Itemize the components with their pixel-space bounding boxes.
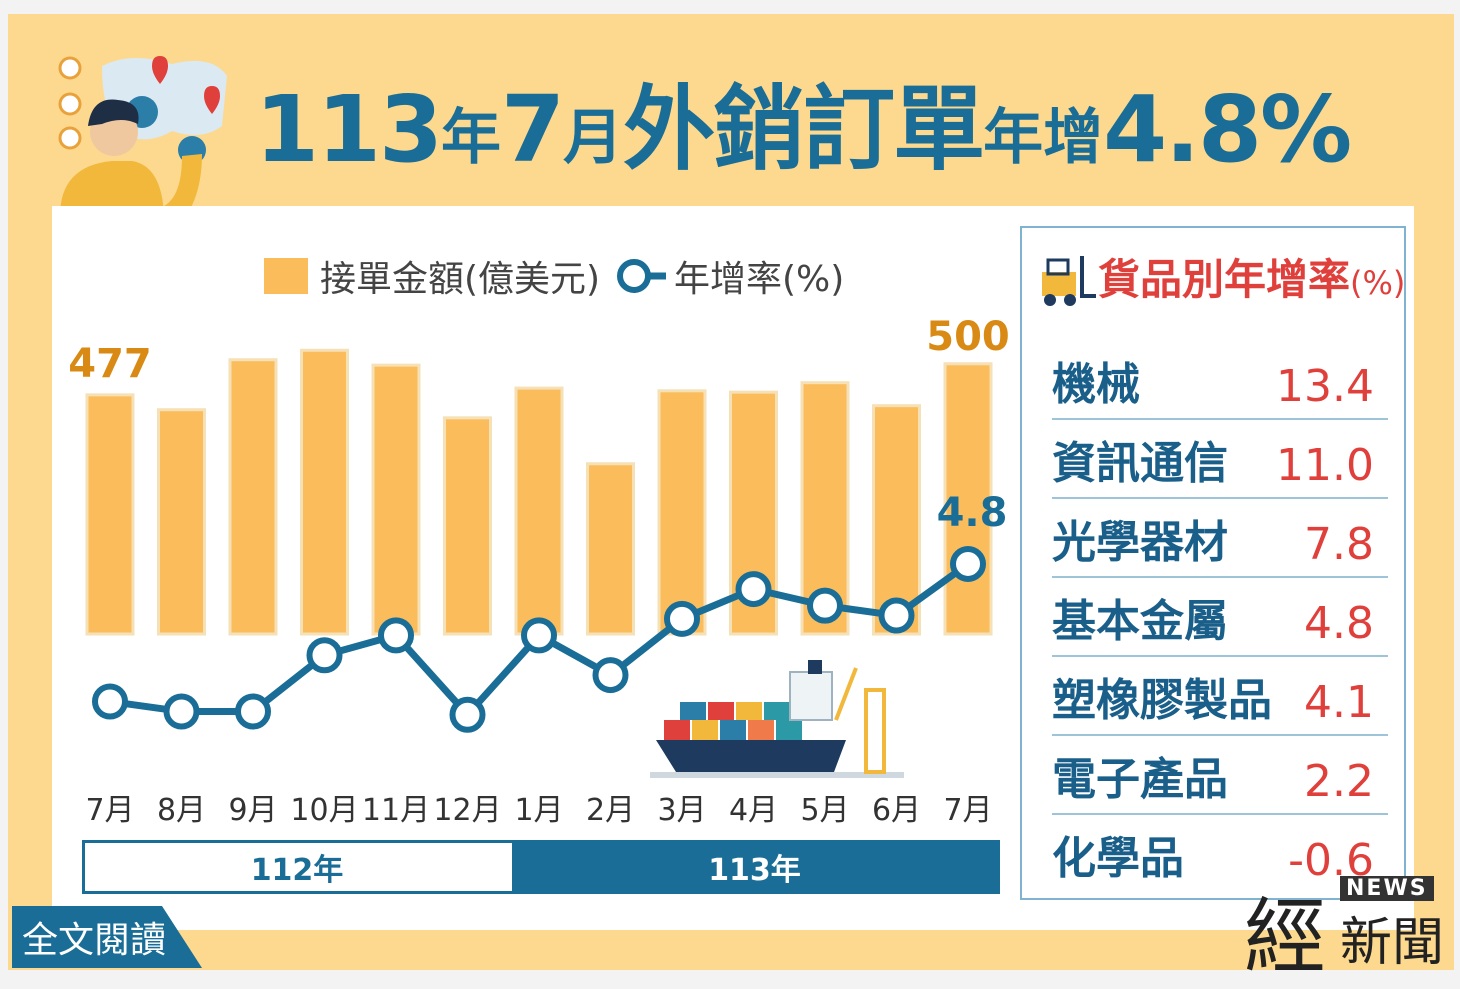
news-logo: 經 NEWS 新聞: [1244, 870, 1444, 985]
year-113: 113年: [509, 843, 997, 891]
growth-rate-point: [449, 696, 486, 733]
growth-rate-point: [521, 617, 557, 654]
product-growth-value: 4.1: [1304, 677, 1374, 728]
title-growth-value: 4.8%: [1103, 76, 1352, 183]
product-growth-value: 2.2: [1304, 756, 1374, 807]
x-tick-label: 10月: [290, 793, 358, 828]
logo-main: 經: [1244, 890, 1327, 985]
bar: [657, 389, 707, 636]
product-growth-value: 7.8: [1304, 519, 1374, 570]
growth-rate-point: [378, 617, 414, 654]
bar-value-label: 500: [926, 314, 1010, 360]
title-year-unit: 年: [441, 103, 502, 173]
bar: [300, 348, 349, 636]
x-tick-label: 2月: [586, 793, 635, 828]
x-tick-label: 9月: [228, 793, 277, 828]
bar: [943, 362, 993, 636]
table-row: 資訊通信 11.0: [1052, 421, 1388, 499]
growth-rate-point: [735, 571, 772, 608]
bar-value-label: 477: [68, 341, 152, 387]
product-name: 塑橡膠製品: [1052, 675, 1272, 726]
rate-value-label: 4.8: [937, 490, 1008, 536]
table-title-unit: (%): [1350, 264, 1406, 302]
x-tick-label: 6月: [872, 793, 921, 828]
product-name: 資訊通信: [1052, 438, 1228, 489]
logo-news: NEWS: [1340, 876, 1434, 901]
x-tick-label: 7月: [943, 793, 992, 828]
product-growth-value: 11.0: [1276, 440, 1374, 491]
bar: [157, 408, 206, 636]
x-tick-label: 4月: [729, 793, 778, 828]
x-tick-label: 12月: [433, 793, 501, 828]
table-title-text: 貨品別年增率: [1098, 255, 1351, 304]
growth-rate-point: [235, 693, 271, 730]
product-name: 機械: [1052, 359, 1140, 410]
logo-sub: 新聞: [1340, 913, 1445, 973]
product-growth-value: 13.4: [1276, 361, 1374, 412]
order-chart: 7月 8月 9月 10月 11月 12月 1月 2月 3月 4月 5月 6月 7月 477 500 4.8: [68, 314, 1010, 828]
x-tick-label: 3月: [657, 793, 706, 828]
table-row: 光學器材 7.8: [1052, 500, 1388, 578]
table-title: 貨品別年增率(%): [1098, 246, 1405, 307]
table-row: 基本金屬 4.8: [1052, 579, 1388, 657]
bar: [371, 363, 421, 636]
growth-rate-point: [306, 637, 343, 674]
legend-line-label: 年增率(%): [674, 259, 845, 300]
forklift-icon: [1042, 256, 1096, 306]
legend-line-swatch: [617, 259, 666, 293]
title-month: 7: [501, 76, 565, 183]
growth-rate-point: [950, 545, 986, 582]
legend-line: 年增率(%): [616, 250, 844, 302]
product-name: 電子產品: [1052, 754, 1228, 805]
title-year: 113: [255, 76, 443, 183]
product-name: 基本金屬: [1052, 596, 1228, 647]
growth-rate-point: [592, 657, 629, 694]
growth-rate-point: [92, 683, 128, 720]
table-row: 化學品 -0.6: [1052, 816, 1388, 892]
x-tick-label: 11月: [362, 793, 430, 828]
product-growth-value: 4.8: [1304, 598, 1374, 649]
x-tick-label: 7月: [85, 793, 134, 828]
table-row: 電子產品 2.2: [1052, 737, 1388, 815]
growth-rate-point: [163, 693, 200, 730]
bar: [586, 462, 635, 636]
legend-bar: 接單金額(億美元): [264, 250, 600, 302]
product-growth-table: [1020, 226, 1406, 900]
page-title: 113 年 7 月 外銷訂單 年增 4.8%: [255, 70, 1352, 183]
growth-rate-point: [664, 600, 700, 637]
bar: [443, 416, 492, 636]
x-tick-label: 5月: [800, 793, 849, 828]
year-112: 112年: [85, 843, 509, 891]
title-subject: 外銷訂單: [623, 76, 985, 183]
legend-bar-swatch: [264, 258, 308, 294]
product-name: 化學品: [1052, 833, 1184, 884]
bar: [85, 393, 135, 636]
read-more-label: 全文閱讀: [22, 920, 167, 961]
growth-rate-point: [878, 597, 915, 634]
bar: [872, 404, 921, 636]
x-tick-label: 8月: [157, 793, 206, 828]
ship-illustration: [650, 660, 904, 778]
title-month-unit: 月: [563, 103, 624, 173]
product-name: 光學器材: [1052, 517, 1228, 568]
bar: [228, 358, 278, 636]
legend-bar-label: 接單金額(億美元): [320, 259, 601, 300]
x-tick-label: 1月: [514, 793, 563, 828]
year-band: 112年 113年: [82, 840, 1000, 894]
title-growth-label: 年增: [983, 103, 1104, 173]
growth-rate-point: [807, 587, 843, 624]
bar: [514, 386, 564, 636]
table-row: 塑橡膠製品 4.1: [1052, 658, 1388, 736]
table-row: 機械 13.4: [1052, 342, 1388, 420]
